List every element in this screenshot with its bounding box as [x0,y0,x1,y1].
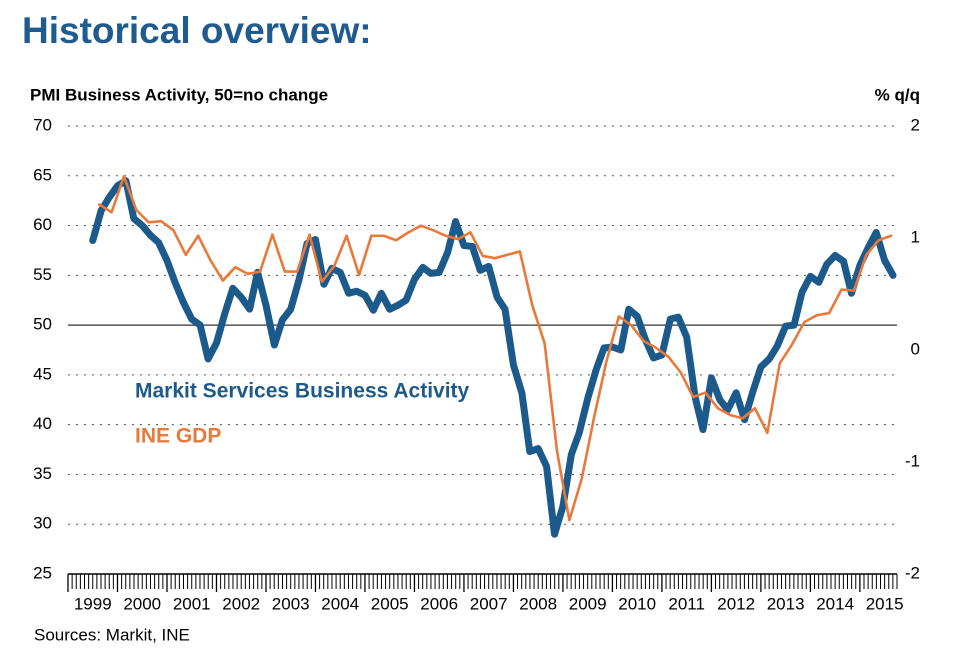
y-tick-label: 40 [33,414,52,433]
x-tick-label: 2000 [123,594,161,613]
chart-title: Historical overview: [22,10,372,51]
y-tick-label: 70 [33,115,52,134]
y2-axis-title: % q/q [875,85,920,104]
x-tick-label: 2015 [866,594,904,613]
y-tick-label: 30 [33,514,52,533]
series-line [89,177,897,538]
x-tick-label: 2003 [272,594,310,613]
y-axis-title: PMI Business Activity, 50=no change [30,85,328,104]
x-tick-label: 2001 [173,594,211,613]
y-tick-label: 55 [33,265,52,284]
x-tick-label: 1999 [74,594,112,613]
x-tick-label: 2004 [321,594,359,613]
y2-tick-label: 2 [911,115,920,134]
y-tick-label: 35 [33,464,52,483]
y-tick-label: 50 [33,315,52,334]
y-tick-label: 65 [33,165,52,184]
y-tick-label: 25 [33,563,52,582]
series-line [97,175,893,522]
x-tick-label: 2010 [618,594,656,613]
y-tick-label: 60 [33,215,52,234]
y2-tick-label: -1 [905,451,920,470]
x-tick-label: 2002 [222,594,260,613]
x-tick-label: 2009 [569,594,607,613]
y-tick-label: 45 [33,364,52,383]
source-note: Sources: Markit, INE [34,625,190,644]
y2-tick-label: 0 [911,339,920,358]
x-tick-label: 2012 [717,594,755,613]
x-tick-label: 2007 [470,594,508,613]
x-tick-label: 2005 [371,594,409,613]
x-tick-label: 2011 [668,594,705,613]
x-tick-label: 2006 [420,594,458,613]
legend-label: Markit Services Business Activity [135,380,470,403]
x-tick-label: 2013 [767,594,805,613]
y2-tick-label: 1 [911,227,920,246]
legend-label: INE GDP [135,425,221,448]
x-tick-label: 2014 [816,594,854,613]
y2-tick-label: -2 [905,563,920,582]
x-tick-label: 2008 [519,594,557,613]
